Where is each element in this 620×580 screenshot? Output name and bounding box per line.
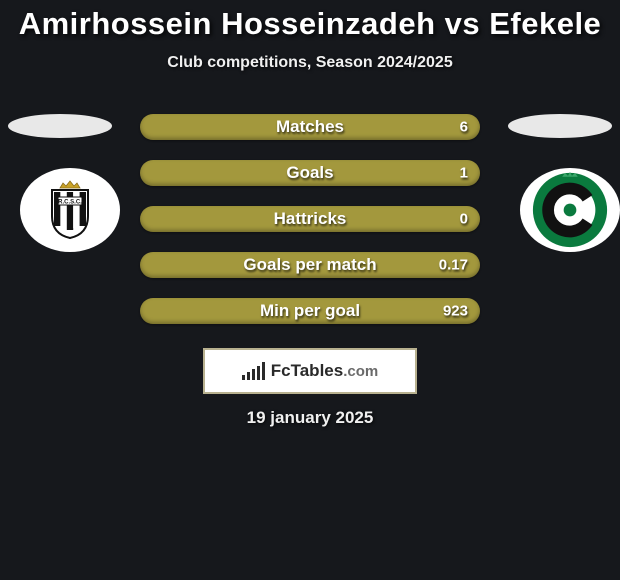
left-club-badge: R.C.S.C. bbox=[20, 168, 120, 252]
logo-text: FcTables.com bbox=[271, 361, 378, 381]
right-player-oval bbox=[508, 114, 612, 138]
stat-row: Goals 1 bbox=[140, 160, 480, 186]
stat-label: Min per goal bbox=[260, 301, 360, 321]
left-player-oval bbox=[8, 114, 112, 138]
stat-label: Goals bbox=[286, 163, 333, 183]
date-label: 19 january 2025 bbox=[247, 408, 374, 428]
stat-value-right: 6 bbox=[460, 119, 468, 136]
stat-row: Matches 6 bbox=[140, 114, 480, 140]
stat-row: Goals per match 0.17 bbox=[140, 252, 480, 278]
page-title: Amirhossein Hosseinzadeh vs Efekele bbox=[0, 0, 620, 42]
stat-label: Goals per match bbox=[243, 255, 376, 275]
fctables-logo: FcTables.com bbox=[203, 348, 417, 394]
stat-value-right: 0 bbox=[460, 211, 468, 228]
stat-label: Matches bbox=[276, 117, 344, 137]
right-club-badge bbox=[520, 168, 620, 252]
svg-text:R.C.S.C.: R.C.S.C. bbox=[58, 200, 82, 206]
stat-value-right: 0.17 bbox=[439, 257, 468, 274]
stat-value-right: 1 bbox=[460, 165, 468, 182]
stat-row: Min per goal 923 bbox=[140, 298, 480, 324]
rcsc-shield-icon: R.C.S.C. bbox=[48, 180, 92, 240]
stat-rows: Matches 6 Goals 1 Hattricks 0 Goals per match 0… bbox=[140, 114, 480, 344]
stat-row: Hattricks 0 bbox=[140, 206, 480, 232]
stat-value-right: 923 bbox=[443, 303, 468, 320]
bars-icon bbox=[242, 362, 265, 380]
stat-label: Hattricks bbox=[274, 209, 347, 229]
cercle-badge-icon bbox=[529, 169, 611, 251]
subtitle: Club competitions, Season 2024/2025 bbox=[0, 54, 620, 72]
